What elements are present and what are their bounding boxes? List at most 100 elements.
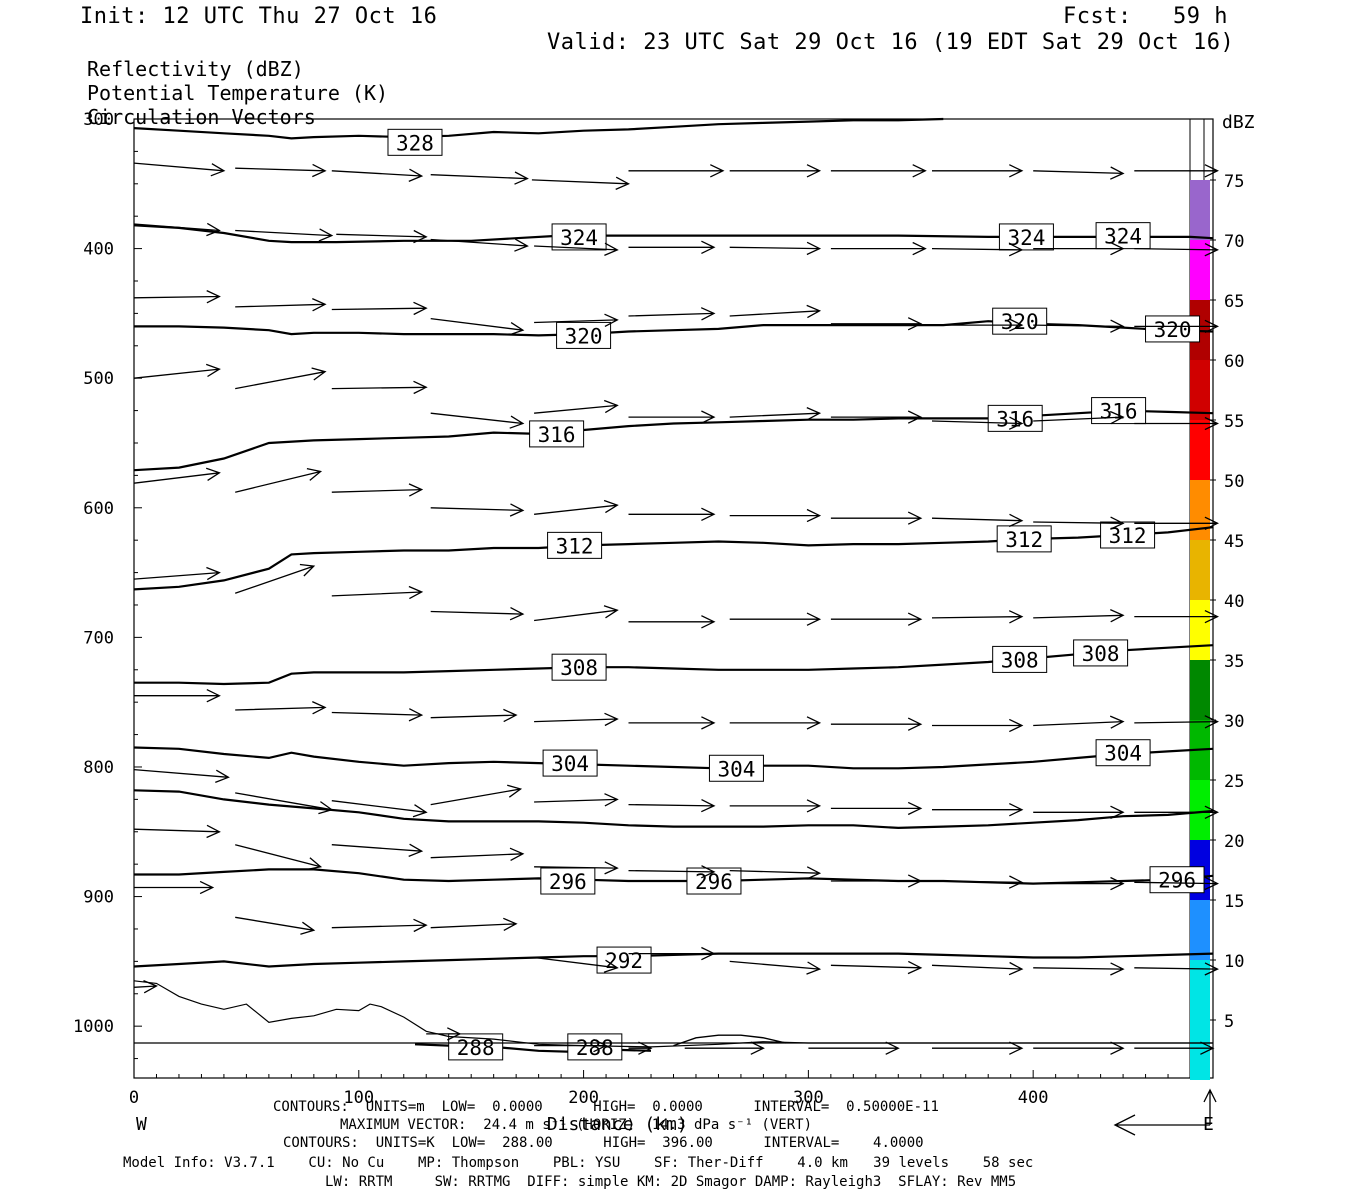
circulation-vector [1134, 243, 1219, 257]
x-tick-label: 0 [129, 1088, 139, 1108]
contour-label: 324 [560, 226, 598, 250]
circulation-vector [235, 367, 327, 390]
contour-label-box [551, 653, 607, 681]
field-label-theta: Potential Temperature (K) [87, 81, 389, 105]
circulation-vector [430, 412, 525, 429]
circulation-vector [331, 301, 428, 316]
contour-label-box [551, 223, 607, 251]
y-tick-label: 900 [83, 888, 114, 908]
circulation-vector [1033, 516, 1125, 530]
colorbar-bin [1190, 900, 1210, 960]
circulation-vector [729, 866, 822, 880]
colorbar-tick-label: 10 [1224, 952, 1244, 972]
circulation-vector [331, 843, 424, 858]
theta-contour-292 [133, 952, 1214, 968]
max-vector-vertical-arrow [1203, 1088, 1217, 1125]
colorbar-label: dBZ [1222, 112, 1255, 133]
circulation-vector [1134, 962, 1220, 976]
contour-label: 312 [1005, 528, 1043, 552]
contour-label-box [1095, 222, 1151, 250]
circulation-vector [235, 467, 323, 493]
colorbar-bin [1190, 180, 1210, 240]
contour-label-box [998, 223, 1054, 251]
circulation-vector [534, 313, 619, 327]
y-tick-label: 400 [83, 240, 114, 260]
circulation-vector [830, 960, 923, 975]
left-direction-label: W [136, 1114, 147, 1135]
circulation-vector [729, 241, 822, 256]
circulation-vector [1033, 319, 1125, 333]
x-tick-label: 100 [343, 1088, 374, 1108]
footer-physics: LW: RRTM SW: RRTMG DIFF: simple KM: 2D S… [325, 1174, 1017, 1190]
circulation-vector [830, 612, 923, 626]
circulation-vector [134, 880, 215, 895]
circulation-vector [932, 164, 1024, 178]
x-axis-label: Distance (km) [547, 1114, 688, 1135]
circulation-vector [133, 290, 221, 304]
circulation-vector [1033, 876, 1125, 891]
circulation-vector [1134, 610, 1220, 624]
field-label-reflectivity: Reflectivity (dBZ) [87, 57, 304, 81]
theta-contour-320 [134, 320, 1214, 337]
contour-label: 320 [1001, 310, 1039, 334]
circulation-vector [331, 168, 424, 182]
circulation-vector [534, 1038, 608, 1053]
circulation-vector [628, 615, 716, 629]
circulation-vector [628, 240, 716, 254]
circulation-vector [235, 844, 323, 871]
circulation-vector [134, 689, 221, 703]
circulation-vector [729, 960, 822, 975]
circulation-vector [235, 916, 316, 935]
x-tick-label: 400 [1018, 1088, 1049, 1108]
contour-label-box [567, 1033, 623, 1061]
contour-label-box [1091, 397, 1147, 425]
circulation-vector [1033, 715, 1125, 729]
circulation-vector [1134, 164, 1219, 178]
circulation-vector [133, 566, 221, 581]
colorbar-bin [1190, 1020, 1210, 1080]
colorbar-tick-label: 65 [1224, 292, 1244, 312]
circulation-vector [1134, 319, 1220, 333]
circulation-vector [1134, 1041, 1215, 1055]
contour-label: 324 [1104, 225, 1142, 249]
contour-label: 320 [1154, 318, 1192, 342]
y-tick-label: 300 [83, 110, 114, 130]
contour-label-box [1100, 521, 1156, 549]
circulation-vector [1134, 416, 1220, 431]
circulation-vector [235, 792, 334, 815]
circulation-vector [1033, 609, 1125, 623]
colorbar-bin [1190, 540, 1210, 600]
circulation-vector [331, 800, 428, 818]
circulation-vector [1134, 715, 1219, 729]
x-tick-label: 200 [568, 1088, 599, 1108]
circulation-vector [430, 847, 525, 861]
contour-label: 308 [1082, 642, 1120, 666]
y-tick-label: 800 [83, 758, 114, 778]
circulation-vector [534, 956, 619, 973]
circulation-vector [729, 164, 822, 178]
circulation-vector [430, 171, 529, 185]
circulation-vector [1033, 410, 1125, 425]
field-label-vectors: Circulation Vectors [87, 105, 316, 129]
circulation-vector [133, 979, 158, 994]
circulation-vector [1134, 876, 1219, 891]
circulation-vector [628, 307, 716, 321]
y-tick-label: 700 [83, 628, 114, 648]
circulation-vector [235, 228, 334, 242]
contour-label-box [1095, 739, 1151, 767]
contour-label-box [556, 321, 612, 349]
circulation-vector [729, 716, 822, 730]
circulation-vector [830, 241, 927, 256]
colorbar-tick-label: 45 [1224, 532, 1244, 552]
contour-label: 308 [1001, 648, 1039, 672]
colorbar-tick-label: 25 [1224, 772, 1244, 792]
circulation-vector [133, 162, 226, 177]
theta-contour-300 [133, 789, 1214, 830]
theta-contour-304 [133, 746, 1214, 770]
circulation-vector [235, 298, 327, 312]
y-tick-label: 1000 [73, 1017, 114, 1037]
contour-label: 324 [1007, 226, 1045, 250]
colorbar-bin [1190, 480, 1210, 540]
circulation-vector [133, 467, 221, 484]
circulation-vector [932, 318, 1024, 332]
